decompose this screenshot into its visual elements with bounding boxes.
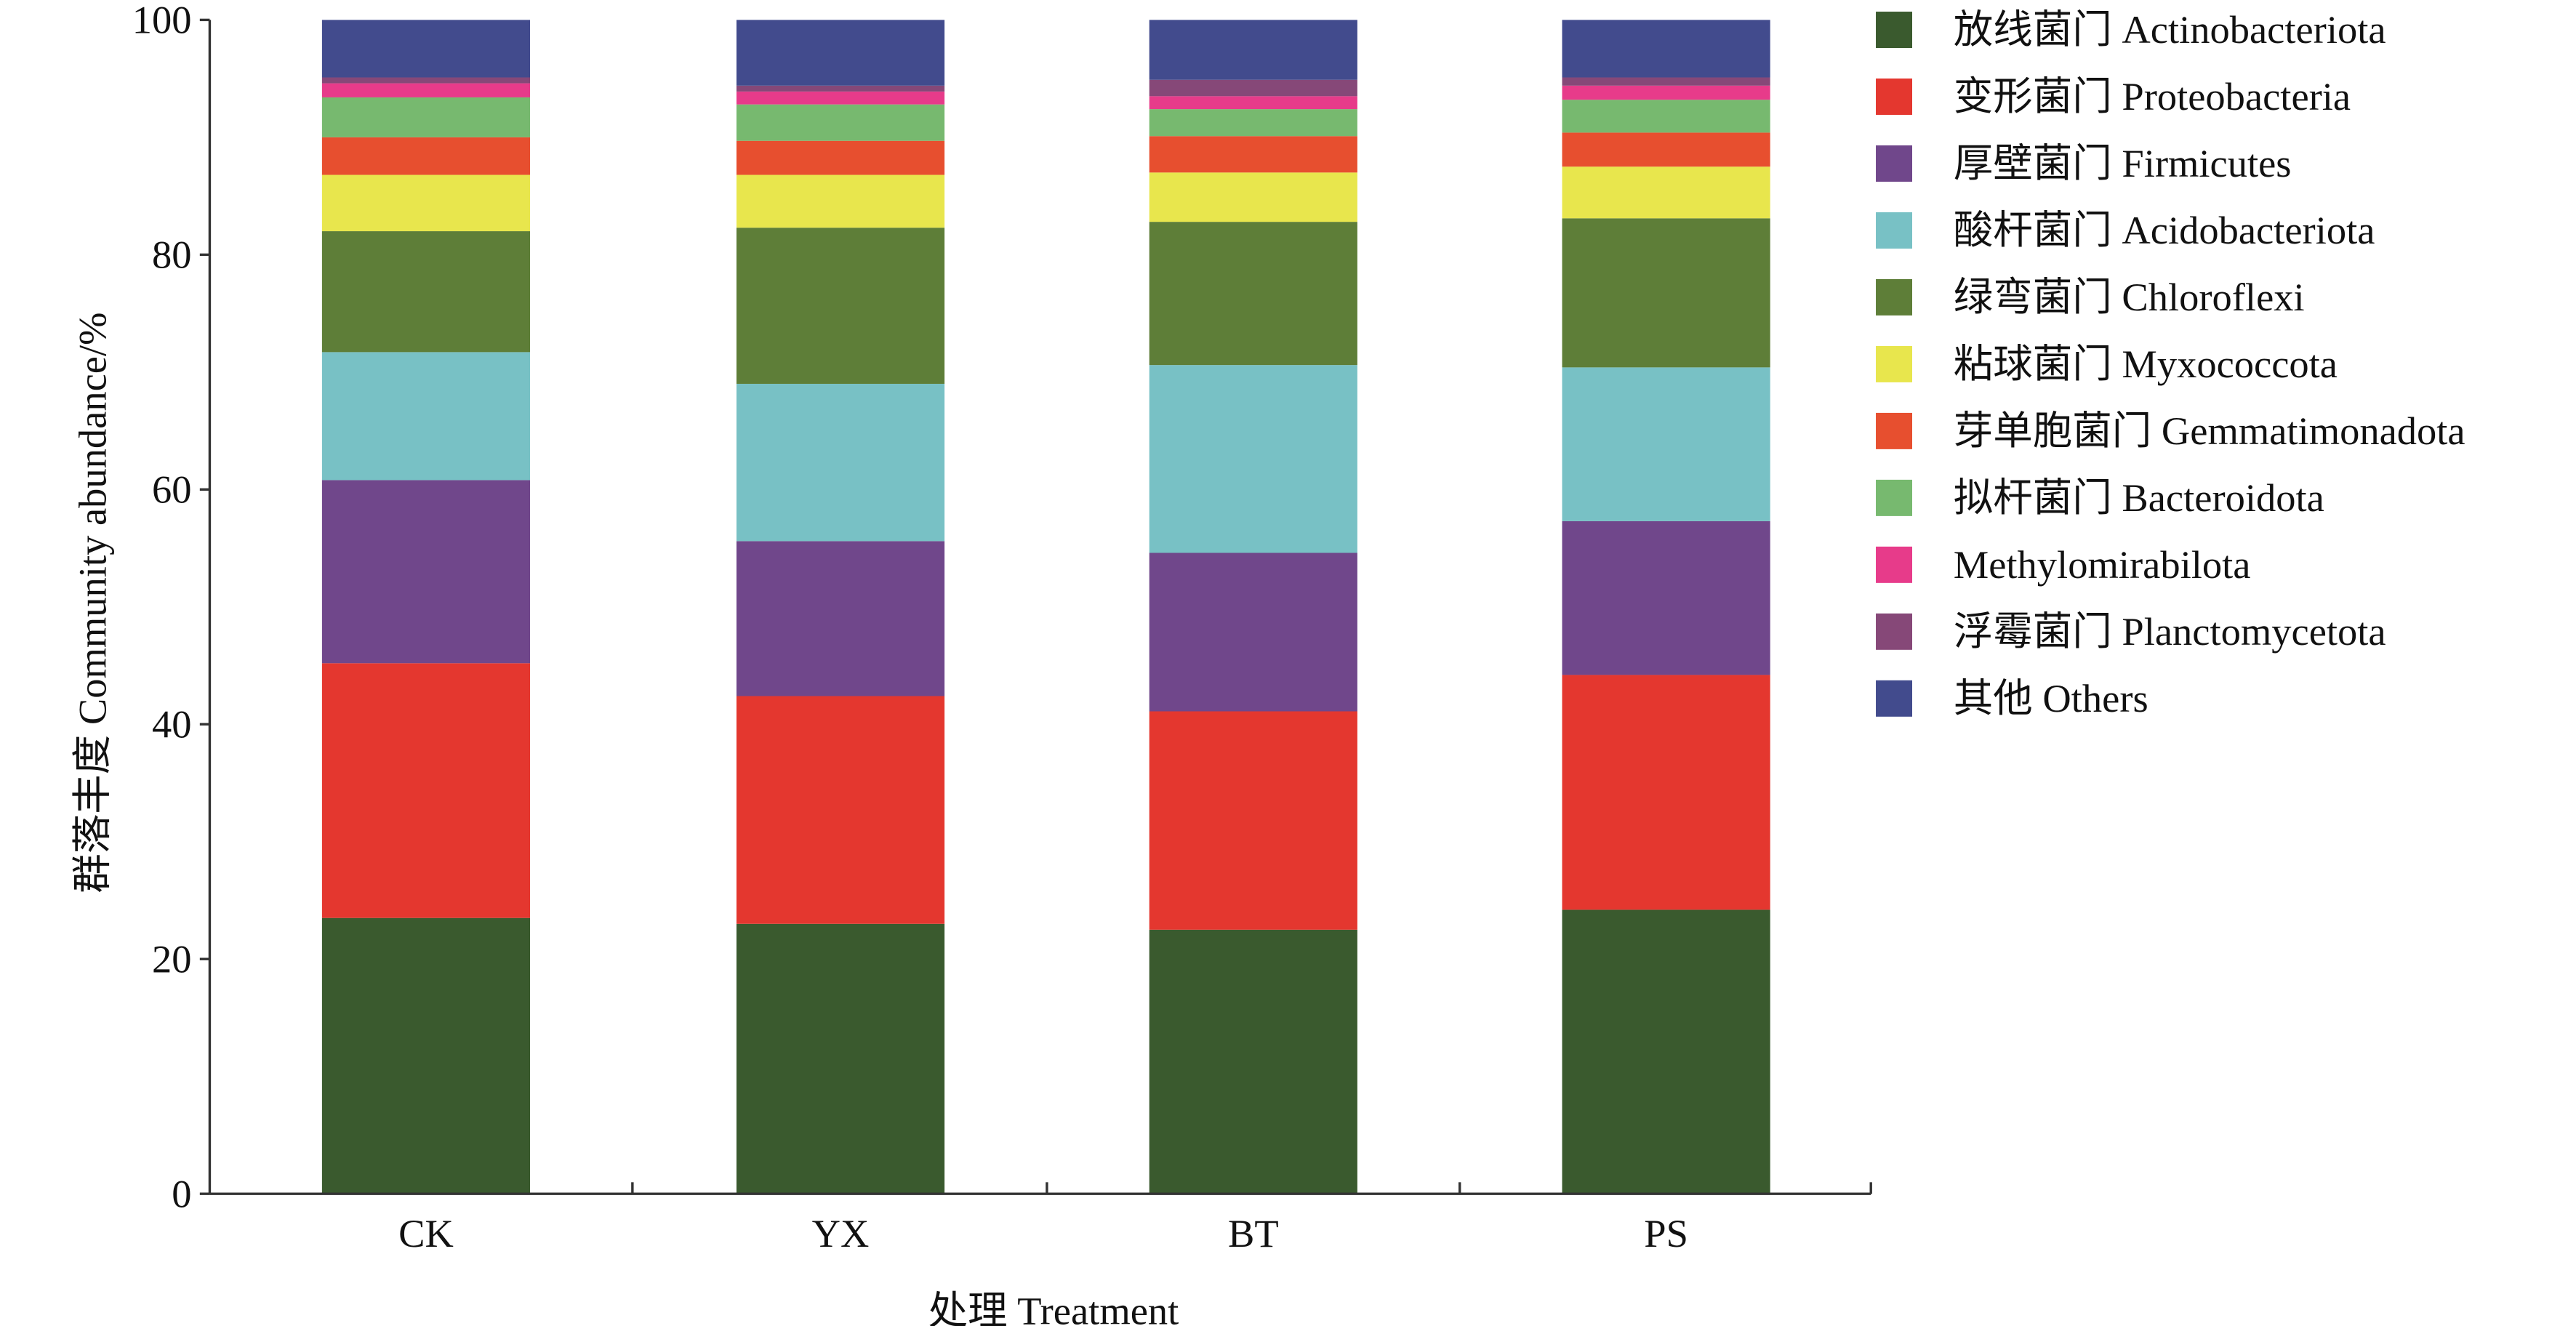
bar-segment-BT-9 (1149, 79, 1357, 97)
bar-segment-BT-7 (1149, 109, 1357, 137)
legend-label: 其他 Others (1954, 676, 2148, 720)
bar-segment-BT-5 (1149, 172, 1357, 222)
x-tick-label: YX (812, 1211, 870, 1255)
bar-segment-BT-0 (1149, 929, 1357, 1194)
x-axis-label: 处理 Treatment (928, 1289, 1179, 1326)
bar-segment-YX-8 (736, 91, 945, 105)
y-tick-label: 40 (152, 702, 192, 746)
legend-swatch (1876, 479, 1912, 516)
bars-group (321, 20, 1770, 1194)
bar-segment-CK-9 (321, 77, 531, 84)
y-tick-label: 80 (152, 233, 192, 277)
y-tick-label: 60 (152, 467, 192, 511)
legend-label: 绿弯菌门 Chloroflexi (1954, 275, 2305, 319)
legend: 放线菌门 Actinobacteriota 变形菌门 Proteobacteria… (1876, 7, 2465, 720)
bar-segment-PS-0 (1562, 909, 1770, 1194)
bar-segment-BT-10 (1149, 20, 1357, 80)
bar-segment-PS-5 (1562, 166, 1770, 219)
legend-label: 浮霉菌门 Planctomycetota (1954, 609, 2386, 654)
bar-segment-BT-6 (1149, 136, 1357, 173)
bar-segment-YX-4 (736, 228, 945, 384)
bar-segment-PS-10 (1562, 20, 1770, 78)
x-tick-label: PS (1644, 1211, 1688, 1255)
bar-segment-CK-1 (321, 663, 531, 918)
legend-swatch (1876, 79, 1912, 115)
x-tick-label: CK (398, 1211, 454, 1255)
bar-segment-CK-0 (321, 917, 531, 1194)
bar-segment-CK-4 (321, 231, 531, 353)
legend-label: 粘球菌门 Myxococcota (1954, 342, 2338, 386)
bar-segment-YX-1 (736, 696, 945, 924)
bar-segment-PS-1 (1562, 675, 1770, 910)
bar-segment-CK-5 (321, 174, 531, 232)
legend-swatch (1876, 12, 1912, 48)
y-ticks: 0 20 40 60 80 100 (132, 0, 210, 1216)
y-tick-label: 100 (132, 0, 192, 42)
legend-label: 厚壁菌门 Firmicutes (1954, 141, 2292, 185)
y-tick-label: 0 (172, 1171, 191, 1216)
bar-segment-YX-7 (736, 104, 945, 141)
bar-segment-YX-2 (736, 541, 945, 696)
bar-segment-PS-4 (1562, 218, 1770, 368)
x-ticks: CK YX BT PS (398, 1182, 1872, 1255)
legend-label: 放线菌门 Actinobacteriota (1954, 7, 2386, 52)
bar-segment-YX-0 (736, 923, 945, 1194)
legend-swatch (1876, 412, 1912, 449)
bar-segment-YX-9 (736, 85, 945, 92)
legend-swatch (1876, 212, 1912, 249)
bar-segment-BT-8 (1149, 96, 1357, 110)
bar-segment-CK-6 (321, 137, 531, 175)
legend-swatch (1876, 278, 1912, 316)
bar-segment-PS-9 (1562, 77, 1770, 86)
x-tick-label: BT (1228, 1211, 1279, 1255)
bar-segment-BT-4 (1149, 222, 1357, 366)
y-axis-label: 群落丰度 Community abundance/% (70, 312, 114, 893)
bar-segment-CK-3 (321, 352, 531, 481)
bar-segment-PS-8 (1562, 85, 1770, 100)
bar-segment-BT-1 (1149, 711, 1357, 930)
bar-segment-CK-8 (321, 83, 531, 97)
bar-segment-PS-3 (1562, 367, 1770, 521)
bar-segment-BT-3 (1149, 365, 1357, 553)
legend-swatch (1876, 680, 1912, 717)
legend-label: Methylomirabilota (1954, 542, 2251, 587)
legend-swatch (1876, 546, 1912, 583)
legend-label: 芽单胞菌门 Gemmatimonadota (1954, 409, 2465, 453)
bar-segment-YX-6 (736, 140, 945, 175)
bar-segment-YX-5 (736, 174, 945, 228)
bar-segment-CK-7 (321, 97, 531, 137)
bar-segment-PS-2 (1562, 521, 1770, 675)
bar-segment-BT-2 (1149, 552, 1357, 712)
legend-label: 变形菌门 Proteobacteria (1954, 74, 2351, 118)
legend-swatch (1876, 613, 1912, 650)
bar-segment-YX-3 (736, 383, 945, 542)
bar-segment-CK-2 (321, 480, 531, 664)
bar-segment-PS-6 (1562, 132, 1770, 167)
bar-segment-YX-10 (736, 20, 945, 86)
bar-segment-CK-10 (321, 20, 531, 78)
bar-segment-PS-7 (1562, 100, 1770, 133)
legend-swatch (1876, 345, 1912, 382)
y-tick-label: 20 (152, 936, 192, 981)
legend-label: 拟杆菌门 Bacteroidota (1954, 475, 2324, 520)
legend-swatch (1876, 145, 1912, 182)
legend-label: 酸杆菌门 Acidobacteriota (1954, 208, 2375, 252)
